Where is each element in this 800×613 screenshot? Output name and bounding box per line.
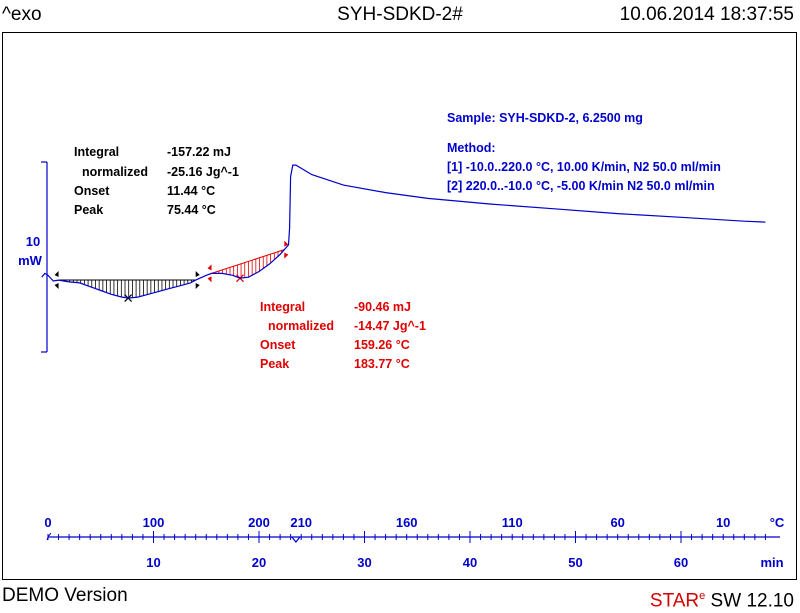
time-tick-label: 50 [568,555,582,570]
time-tick-label: 10 [146,555,160,570]
temperature-tick-label: 10 [716,515,730,530]
result1-normalized-label: normalized [82,165,148,179]
temperature-tick-label: 110 [502,515,523,530]
demo-version-label: DEMO Version [2,585,128,606]
result2-normalized-value: -14.47 Jg^-1 [354,319,426,333]
time-tick-label: 40 [463,555,477,570]
peak-1-limit-marker [195,271,200,278]
temperature-tick-label: 160 [396,515,418,530]
result-box-2: Integral -90.46 mJ normalized -14.47 Jg^… [260,300,426,371]
result1-integral-label: Integral [74,145,119,159]
result1-onset-label: Onset [74,184,110,198]
result1-peak-label: Peak [74,203,103,217]
temperature-tick-label: 200 [248,515,270,530]
scale-bar-unit: mW [18,253,43,268]
peak-1-limit-marker [195,283,200,290]
timestamp: 10.06.2014 18:37:55 [619,4,794,25]
method-line-2: [2] 220.0..-10.0 °C, -5.00 K/min N2 50.0… [447,179,715,193]
peak-2-limit-marker [207,264,212,271]
peak-2-limit-marker [284,252,289,259]
scale-bar-value: 10 [26,234,40,249]
time-tick-label: 30 [357,555,371,570]
result2-peak-label: Peak [260,357,289,371]
software-version-text: SW 12.10 [705,590,794,612]
method-line-1: [1] -10.0..220.0 °C, 10.00 K/min, N2 50.… [447,160,721,174]
time-tick-label: 20 [252,555,266,570]
temperature-tick-label: 0 [44,515,51,530]
software-version: STARe SW 12.10 [650,584,794,613]
axis-start-hook [46,532,52,541]
result2-onset-label: Onset [260,338,296,352]
peak-1-limit-marker [54,283,59,290]
result2-onset-value: 159.26 °C [354,338,410,352]
exo-direction-label: ^exo [2,4,42,25]
temperature-unit-label: °C [770,515,785,530]
result2-integral-label: Integral [260,300,305,314]
temperature-tick-label: 210 [290,515,312,530]
method-info: Sample: SYH-SDKD-2, 6.2500 mg Method: [1… [447,111,721,193]
page-title: SYH-SDKD-2# [337,4,463,25]
peak-2-limit-marker [207,276,212,283]
result1-normalized-value: -25.16 Jg^-1 [167,165,239,179]
dsc-curve [41,164,766,299]
result2-peak-value: 183.77 °C [354,357,410,371]
temperature-tick-label: 60 [610,515,624,530]
method-title: Method: [447,141,496,155]
star-logo-text: STAR [649,590,700,612]
star-logo-superscript: e [699,590,706,602]
peak-integration-layer [54,240,289,303]
curve-layer [41,164,766,299]
peak-2-baseline [211,249,285,274]
temperature-tick-label: 100 [143,515,165,530]
result2-normalized-label: normalized [268,319,334,333]
result2-integral-value: -90.46 mJ [354,300,411,314]
result1-onset-value: 11.44 °C [167,184,215,198]
chart-frame [2,32,797,580]
segment-change-marker [291,536,301,543]
result-box-1: Integral -157.22 mJ normalized -25.16 Jg… [74,145,239,217]
x-axis-label: min [760,555,783,570]
result1-integral-value: -157.22 mJ [167,145,231,159]
time-tick-label: 60 [674,555,688,570]
scale-bar: 10 mW [18,161,48,353]
result1-peak-value: 75.44 °C [167,203,216,217]
x-axis: 10 20 30 40 50 60 min 0 100 200 210 160 110 60 10 °C [44,515,785,570]
sample-label: Sample: SYH-SDKD-2, 6.2500 mg [447,111,643,125]
peak-2-limit-marker [284,240,289,247]
peak-1-limit-marker [54,271,59,278]
